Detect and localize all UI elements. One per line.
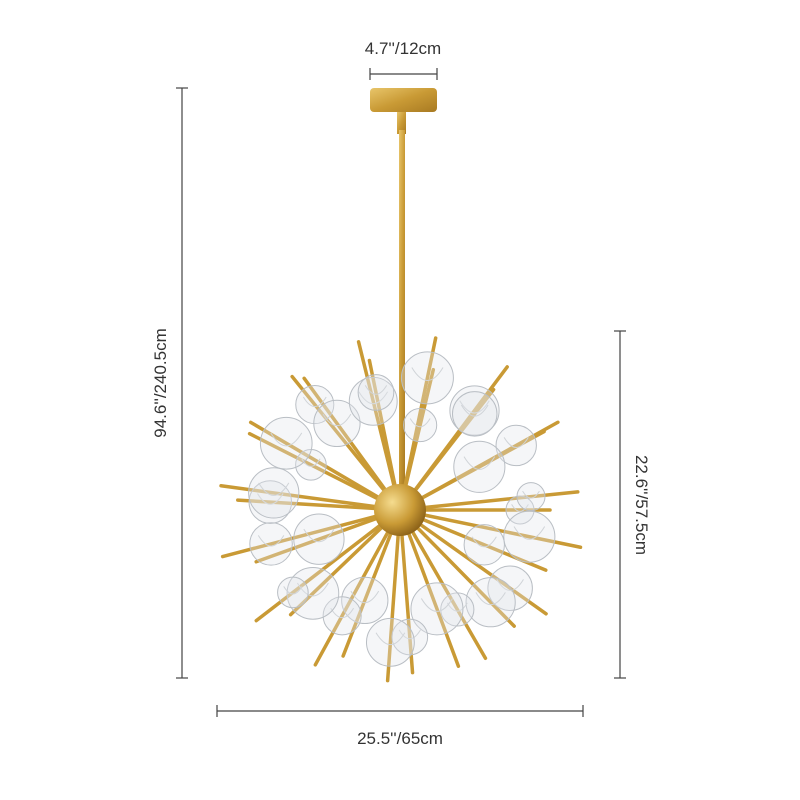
globe-swirl <box>302 396 327 407</box>
canopy-width-label: 4.7''/12cm <box>365 39 441 58</box>
glass-globe <box>295 385 335 425</box>
glass-globe <box>313 399 361 447</box>
globe-swirl <box>496 579 524 591</box>
glass-globe <box>357 374 395 411</box>
spike <box>398 490 580 512</box>
glass-globe <box>248 467 300 519</box>
globe-swirl <box>420 598 453 612</box>
spike <box>385 508 402 683</box>
globe-swirl <box>375 632 406 646</box>
globe-swirl <box>303 528 335 543</box>
glass-globe <box>495 424 537 467</box>
spike <box>398 508 583 550</box>
glass-globe <box>249 522 293 566</box>
globe-swirl <box>258 482 290 496</box>
glass-globe <box>277 576 309 609</box>
glass-globe <box>400 351 454 405</box>
globe-swirl <box>301 458 321 467</box>
globe-swirl <box>350 590 380 604</box>
spike <box>313 508 402 667</box>
canopy <box>370 88 437 112</box>
globe-swirl <box>257 535 285 547</box>
globe-swirl <box>503 437 529 448</box>
globe-swirl <box>409 418 431 428</box>
globe-swirl <box>270 432 303 447</box>
globe-swirl <box>257 493 284 505</box>
spike <box>220 508 402 559</box>
glass-globe <box>516 482 546 512</box>
globe-swirl <box>411 367 444 381</box>
globe-swirl <box>283 586 303 595</box>
glass-globe <box>449 385 500 436</box>
spike <box>398 508 461 668</box>
glass-globe <box>465 577 516 628</box>
globe-swirl <box>398 629 421 640</box>
glass-globe <box>293 513 345 565</box>
glass-globe <box>403 408 438 443</box>
spike <box>398 508 415 675</box>
rod <box>399 130 405 490</box>
dimension-lines <box>176 68 626 717</box>
globe-swirl <box>459 400 490 414</box>
spike <box>219 484 402 512</box>
spike <box>398 429 546 512</box>
globe-swirl <box>471 536 497 548</box>
glass-globe <box>410 582 464 636</box>
globe-swirl <box>364 385 388 395</box>
globe-swirl <box>296 582 329 597</box>
glass-globe <box>365 617 415 667</box>
body-height-label: 22.6''/57.5cm <box>632 455 651 555</box>
globe-swirl <box>511 504 529 512</box>
glass-globe <box>322 596 362 636</box>
glass-globe <box>451 391 498 437</box>
globe-swirl <box>358 391 389 405</box>
chandelier <box>219 88 583 683</box>
spike <box>398 508 516 628</box>
hub <box>374 484 426 536</box>
glass-globe <box>341 576 389 625</box>
spike <box>248 420 402 512</box>
glass-globe <box>463 524 505 566</box>
glass-globe <box>487 565 533 611</box>
glass-globe <box>503 510 556 563</box>
body-width-label: 25.5''/65cm <box>357 729 443 748</box>
canopy-stem <box>397 112 406 134</box>
spike <box>398 508 488 661</box>
globe-swirl <box>463 456 496 470</box>
globe-swirl <box>322 413 352 427</box>
globe-swirl <box>460 404 489 417</box>
globe-swirl <box>513 526 546 540</box>
globe-swirl <box>330 607 355 619</box>
globe-swirl <box>446 602 468 612</box>
glass-globe <box>259 416 313 470</box>
glass-globe <box>391 618 429 656</box>
glass-globe <box>248 480 293 524</box>
globe-swirl <box>475 592 506 606</box>
globe-swirl <box>522 490 540 499</box>
overall-height-label: 94.6''/240.5cm <box>151 328 170 438</box>
spike <box>254 508 402 623</box>
glass-globe <box>348 376 398 426</box>
spike <box>302 376 402 512</box>
spike <box>398 508 548 572</box>
glass-globe <box>453 440 506 493</box>
